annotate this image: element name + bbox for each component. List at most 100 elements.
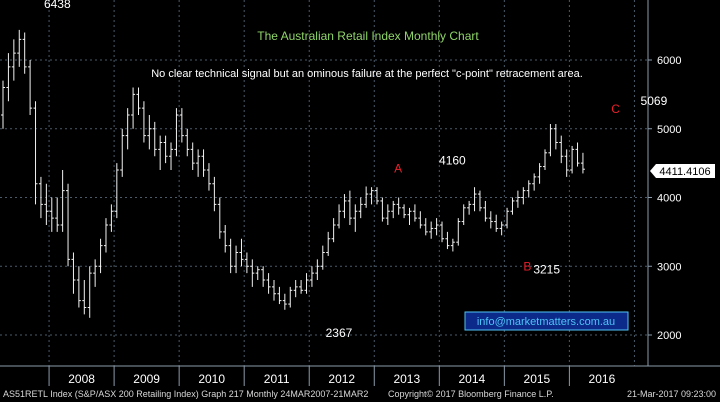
ohlc-bar [548,124,553,157]
ohlc-bar [477,190,482,212]
ohlc-bar [364,186,369,208]
ohlc-bar [564,149,569,177]
x-tick-label: 2011 [264,372,290,386]
ohlc-bar [282,293,287,310]
annotation-high_2016: 5069 [641,94,668,108]
ohlc-bar [141,101,146,143]
ohlc-bar [22,32,27,74]
grid-lines [0,0,648,386]
ohlc-bar [532,173,537,191]
ohlc-bar [304,273,309,294]
ohlc-bar [450,238,455,252]
y-tick-labels: 2000 3000 4000 5000 6000 [648,55,681,342]
ohlc-bar [179,108,184,143]
ohlc-bar [331,218,336,243]
ohlc-bar [326,231,331,256]
ohlc-bar [206,163,211,191]
ohlc-bar [190,142,195,170]
ohlc-bar [494,214,499,232]
y-tick-label: 4000 [657,193,681,205]
annotation-low_2012: 2367 [326,326,353,340]
ohlc-bar [261,266,266,287]
ohlc-bar [66,183,71,267]
ohlc-bar [76,266,81,308]
ohlc-bar [423,218,428,236]
ohlc-bar [136,87,141,115]
ohlc-bar [429,221,434,239]
watermark-box: info@marketmatters.com.au [464,311,629,331]
ohlc-bars [1,29,585,318]
x-tick-label: 2015 [524,372,551,386]
ohlc-bar [537,163,542,184]
ohlc-bar [44,183,49,225]
ohlc-bar [412,204,417,222]
ohlc-bar [266,273,271,294]
ohlc-bar [337,204,342,229]
annotation-peak_2013: 4160 [439,154,466,168]
ohlc-bar [125,108,130,150]
ohlc-bar [347,190,352,225]
x-tick-label: 2010 [198,372,225,386]
ohlc-bar [6,53,11,102]
x-tick-label: 2009 [133,372,160,386]
ohlc-bar [575,142,580,167]
ohlc-bar [33,101,38,205]
ohlc-bar [440,221,445,243]
watermark-background [464,311,629,331]
ohlc-bar [374,187,379,205]
y-tick-label: 3000 [657,261,681,273]
ohlc-bar [272,280,276,301]
last-price-pointer [650,164,715,178]
ohlc-bar [17,29,22,67]
x-tick-label: 2013 [393,372,420,386]
ohlc-bar [196,149,201,177]
ohlc-bar [488,211,493,229]
ohlc-bar [553,124,558,150]
ohlc-bar [114,163,119,219]
ohlc-bar [369,187,374,205]
annotation-B: B [523,259,531,273]
ohlc-bar [277,286,282,305]
last-price-label: 4411.4106 [659,166,710,178]
ohlc-bar [255,266,260,280]
ohlc-bar [163,135,168,164]
ohlc-bar [320,245,325,270]
annotation-A: A [394,162,402,176]
ohlc-bar [109,204,114,232]
ohlc-bar [299,280,304,294]
ohlc-bar [483,200,488,222]
ohlc-bar [315,259,320,280]
annotation-low_2015: 3215 [533,262,560,276]
bloomberg-footer: AS51RETL Index (S&P/ASX 200 Retailing In… [0,386,720,402]
ohlc-bar [217,197,222,239]
ohlc-bar [131,87,136,129]
ohlc-bar [201,149,206,177]
x-tick-label: 2014 [458,372,485,386]
axes [0,0,720,367]
ohlc-bar [456,218,461,246]
ohlc-bar [467,200,472,215]
ohlc-bar [570,145,575,174]
ohlc-bar [358,197,363,219]
ohlc-bar [147,115,152,150]
ohlc-bar [174,108,179,157]
ohlc-bar [60,170,65,232]
price-chart: 2000 3000 4000 5000 6000 2008 2009 2010 2011 201… [0,0,720,386]
ohlc-bar [510,197,515,215]
y-tick-label: 2000 [657,330,681,342]
x-tick-label: 2012 [328,372,355,386]
ohlc-bar [49,197,54,232]
y-tick-label: 5000 [657,124,681,136]
y-tick-label: 6000 [657,55,681,67]
ohlc-bar [445,231,450,250]
ohlc-bar [559,135,564,164]
footer-copyright: Copyright© 2017 Bloomberg Finance L.P. [388,389,554,399]
ohlc-bar [402,204,407,219]
ohlc-bar [1,80,5,129]
chart-subtitle: No clear technical signal but an ominous… [151,68,583,80]
ohlc-bar [505,207,510,229]
ohlc-bar [434,218,439,236]
ohlc-bar [234,245,239,274]
ohlc-bar [98,238,103,274]
ohlc-bar [103,218,108,253]
